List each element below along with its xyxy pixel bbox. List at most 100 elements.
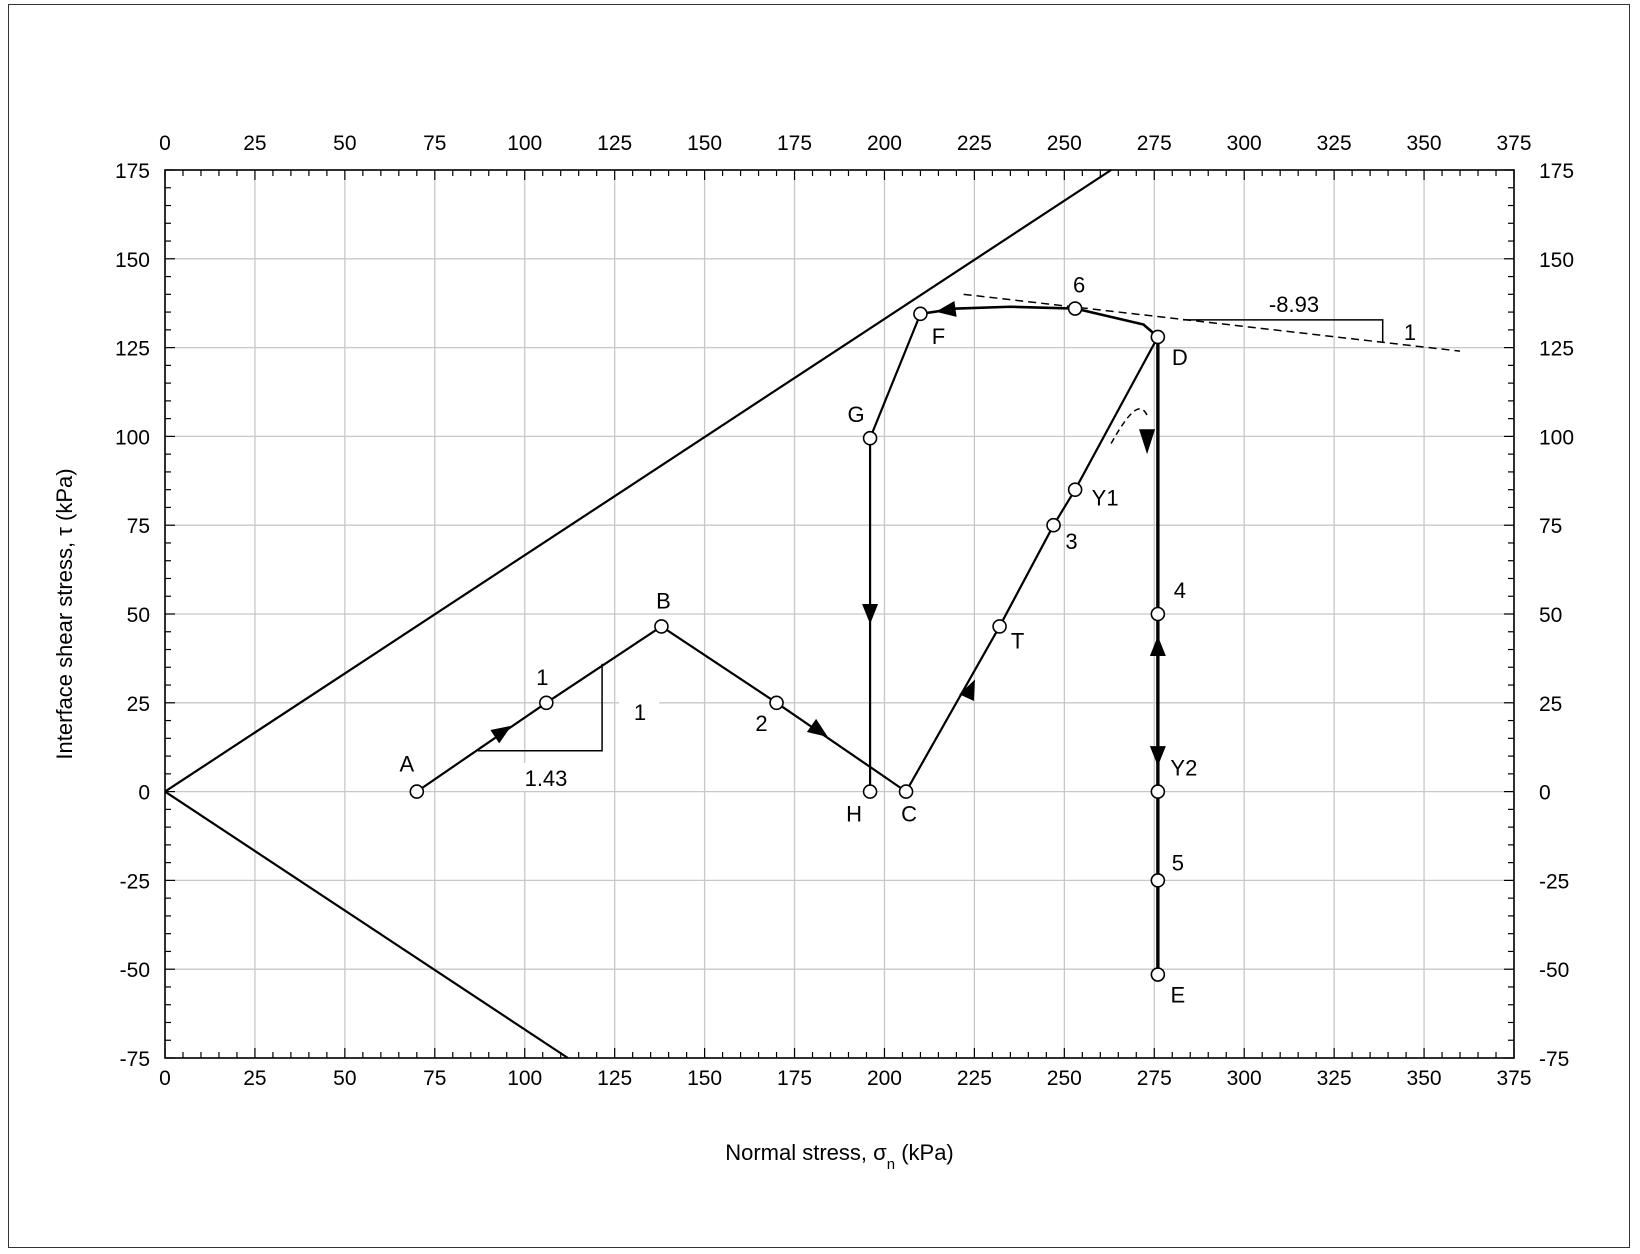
point-label-2: 2 [755,711,767,736]
y-tick-label-right: 75 [1539,515,1562,538]
y-tick-label-left: -50 [120,959,150,982]
failure-envelope-upper [164,169,1112,793]
direction-arrows [490,300,1166,767]
y-tick-label-right: 0 [1539,782,1551,805]
y-tick-label-left: 50 [127,604,150,627]
y-tick-label-left: 0 [138,782,150,805]
x-tick-label-bottom: 325 [1317,1067,1352,1090]
x-tick-label-bottom: 250 [1047,1067,1082,1090]
y-tick-label-left: -75 [120,1048,150,1071]
point-marker-4 [1150,606,1166,622]
point-labels: A 1 B 2 C T 3 Y1 D 4 Y2 5 E 6 F G H [399,273,1197,1008]
y-tick-label-left: 100 [115,426,150,449]
y-tick-label-right: -75 [1539,1048,1569,1071]
data-markers [409,301,1166,982]
x-axis-title: Normal stress, σn (kPa) [725,1140,954,1173]
point-label-c: C [901,802,917,827]
y-tick-label-right: -50 [1539,959,1569,982]
x-tick-label-bottom: 225 [957,1067,992,1090]
point-marker-y1 [1067,482,1083,497]
dashed-curve-arrow [1110,408,1148,444]
arrow-6-f [935,300,957,317]
y-tick-label-left: 25 [127,693,150,716]
plot-border [164,169,1515,1059]
slope-run-label-df: -8.93 [1269,292,1319,317]
x-tick-label-top: 50 [333,132,356,155]
point-label-1: 1 [536,665,548,690]
failure-envelope-lower [164,790,569,1059]
x-tick-label-top: 125 [597,132,632,155]
arrow-4-y2 [1149,746,1166,767]
x-tick-label-bottom: 275 [1137,1067,1172,1090]
x-tick-label-top: 275 [1137,132,1172,155]
point-marker-t [992,619,1007,634]
x-tick-label-bottom: 100 [507,1067,542,1090]
point-label-d: D [1172,345,1188,370]
y-tick-label-left: 175 [115,160,150,183]
point-label-e: E [1171,983,1186,1008]
stress-paths [416,305,1160,975]
point-marker-f [913,306,928,322]
stress-path-fgh [868,313,922,792]
point-label-h: H [846,802,862,827]
x-tick-label-top: 175 [777,132,812,155]
y-tick-label-right: 100 [1539,426,1574,449]
point-marker-h [862,784,878,799]
figure-frame [8,4,1630,1248]
stress-path-main [416,336,1159,975]
x-tick-label-top: 25 [243,132,266,155]
point-label-y2: Y2 [1170,756,1197,781]
x-tick-label-top: 375 [1496,132,1531,155]
point-label-b: B [656,588,671,613]
slope-rise-label-ab: 1 [634,700,646,725]
y-tick-label-right: 50 [1539,604,1562,627]
reference-dashed-line [963,293,1461,352]
x-tick-label-bottom: 0 [159,1067,171,1090]
point-marker-c [898,784,914,799]
y-tick-label-left: 75 [127,515,150,538]
arrow-2-c [806,718,828,737]
slope-rise-label-df: 1 [1404,320,1416,345]
slope-annotations: 1.43 1 -8.93 1 [477,292,1461,791]
x-tick-label-top: 225 [957,132,992,155]
point-marker-2 [769,695,784,711]
tick-labels: 0025255050757510010012512515015017517520… [115,132,1574,1090]
point-label-t: T [1011,628,1024,653]
point-marker-1 [539,695,554,711]
point-marker-b [654,619,669,634]
arrow-c-t [959,679,976,702]
point-marker-5 [1150,873,1166,888]
x-tick-label-bottom: 350 [1407,1067,1442,1090]
arrow-g-h [862,604,879,624]
arrow-a-1 [490,725,512,744]
y-axis-title: Interface shear stress, τ (kPa) [52,468,77,759]
failure-envelopes [164,169,1112,1059]
x-tick-label-top: 250 [1047,132,1082,155]
y-tick-label-left: 150 [115,249,150,272]
point-marker-a [409,784,425,799]
y-tick-label-right: -25 [1539,870,1569,893]
x-tick-label-bottom: 300 [1227,1067,1262,1090]
slope-triangle-df [1183,319,1384,342]
y-tick-label-left: -25 [120,870,150,893]
x-tick-label-bottom: 200 [867,1067,902,1090]
x-tick-label-bottom: 150 [687,1067,722,1090]
x-tick-label-top: 325 [1317,132,1352,155]
point-marker-y2 [1150,784,1166,799]
x-tick-label-bottom: 175 [777,1067,812,1090]
x-tick-label-top: 0 [159,132,171,155]
slope-label-bg [500,763,592,791]
y-tick-label-left: 125 [115,338,150,361]
point-label-f: F [932,324,945,349]
slope-run-label-ab: 1.43 [525,766,568,791]
x-tick-label-top: 150 [687,132,722,155]
point-label-4: 4 [1174,578,1186,603]
point-label-3: 3 [1065,529,1077,554]
x-tick-label-top: 100 [507,132,542,155]
x-tick-label-bottom: 375 [1496,1067,1531,1090]
point-marker-3 [1046,517,1061,533]
x-tick-label-top: 200 [867,132,902,155]
dashed-curve-arrowhead [1139,429,1156,455]
point-label-6: 6 [1073,273,1085,298]
